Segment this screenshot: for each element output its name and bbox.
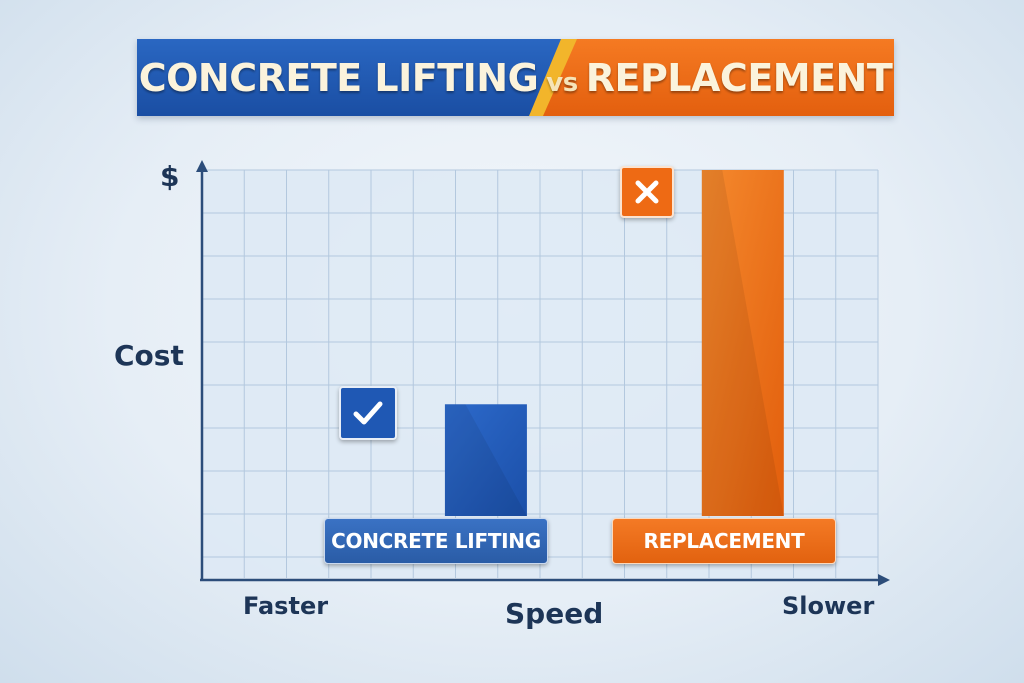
banner-title-right: REPLACEMENT: [585, 55, 893, 100]
title-banner: CONCRETE LIFTING vs REPLACEMENT: [137, 39, 894, 116]
banner-title-vs: vs: [546, 67, 578, 98]
x-axis-low-label: Faster: [243, 592, 329, 620]
y-axis-label: Cost: [114, 339, 184, 372]
y-axis-arrow: [196, 160, 208, 172]
banner-title: CONCRETE LIFTING vs REPLACEMENT: [139, 56, 893, 100]
banner-title-left: CONCRETE LIFTING: [138, 55, 539, 100]
bar-replacement-shade: [701, 170, 784, 516]
x-axis-label: Speed: [505, 597, 604, 630]
bars-group: [444, 170, 784, 516]
check-icon: [339, 386, 397, 440]
bar-replacement: [701, 170, 784, 516]
x-axis-high-label: Slower: [782, 592, 875, 620]
bar-label-concrete-lifting: CONCRETE LIFTING: [324, 518, 548, 564]
banner-background: [137, 39, 894, 116]
x-icon: [620, 166, 674, 218]
y-axis-symbol: $: [160, 160, 180, 193]
bar-label-replacement: REPLACEMENT: [612, 518, 836, 564]
bar-concrete-lifting-shade: [444, 404, 527, 516]
x-axis-arrow: [878, 574, 890, 586]
bar-concrete-lifting: [444, 404, 527, 516]
